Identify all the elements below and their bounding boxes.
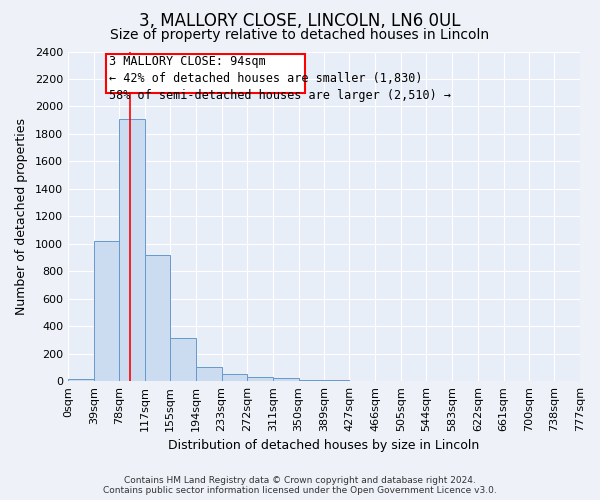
Bar (221, 374, 247, 381)
Bar (170, 338, 196, 381)
X-axis label: Distribution of detached houses by size in Lincoln: Distribution of detached houses by size … (169, 440, 479, 452)
Text: Contains HM Land Registry data © Crown copyright and database right 2024.
Contai: Contains HM Land Registry data © Crown c… (103, 476, 497, 495)
Bar (119, 119, 145, 381)
Text: Size of property relative to detached houses in Lincoln: Size of property relative to detached ho… (110, 28, 490, 42)
Bar (299, 380, 325, 381)
Y-axis label: Number of detached properties: Number of detached properties (15, 118, 28, 315)
Text: 3 MALLORY CLOSE: 94sqm
← 42% of detached houses are smaller (1,830)
58% of semi-: 3 MALLORY CLOSE: 94sqm ← 42% of detached… (109, 55, 451, 102)
Bar (94, 241, 119, 381)
Bar (145, 255, 170, 381)
Bar (196, 367, 221, 381)
Bar (68, 379, 94, 381)
Bar (273, 378, 299, 381)
Text: 3, MALLORY CLOSE, LINCOLN, LN6 0UL: 3, MALLORY CLOSE, LINCOLN, LN6 0UL (139, 12, 461, 30)
Bar (106, 54, 305, 94)
Bar (247, 377, 273, 381)
Bar (325, 380, 349, 381)
